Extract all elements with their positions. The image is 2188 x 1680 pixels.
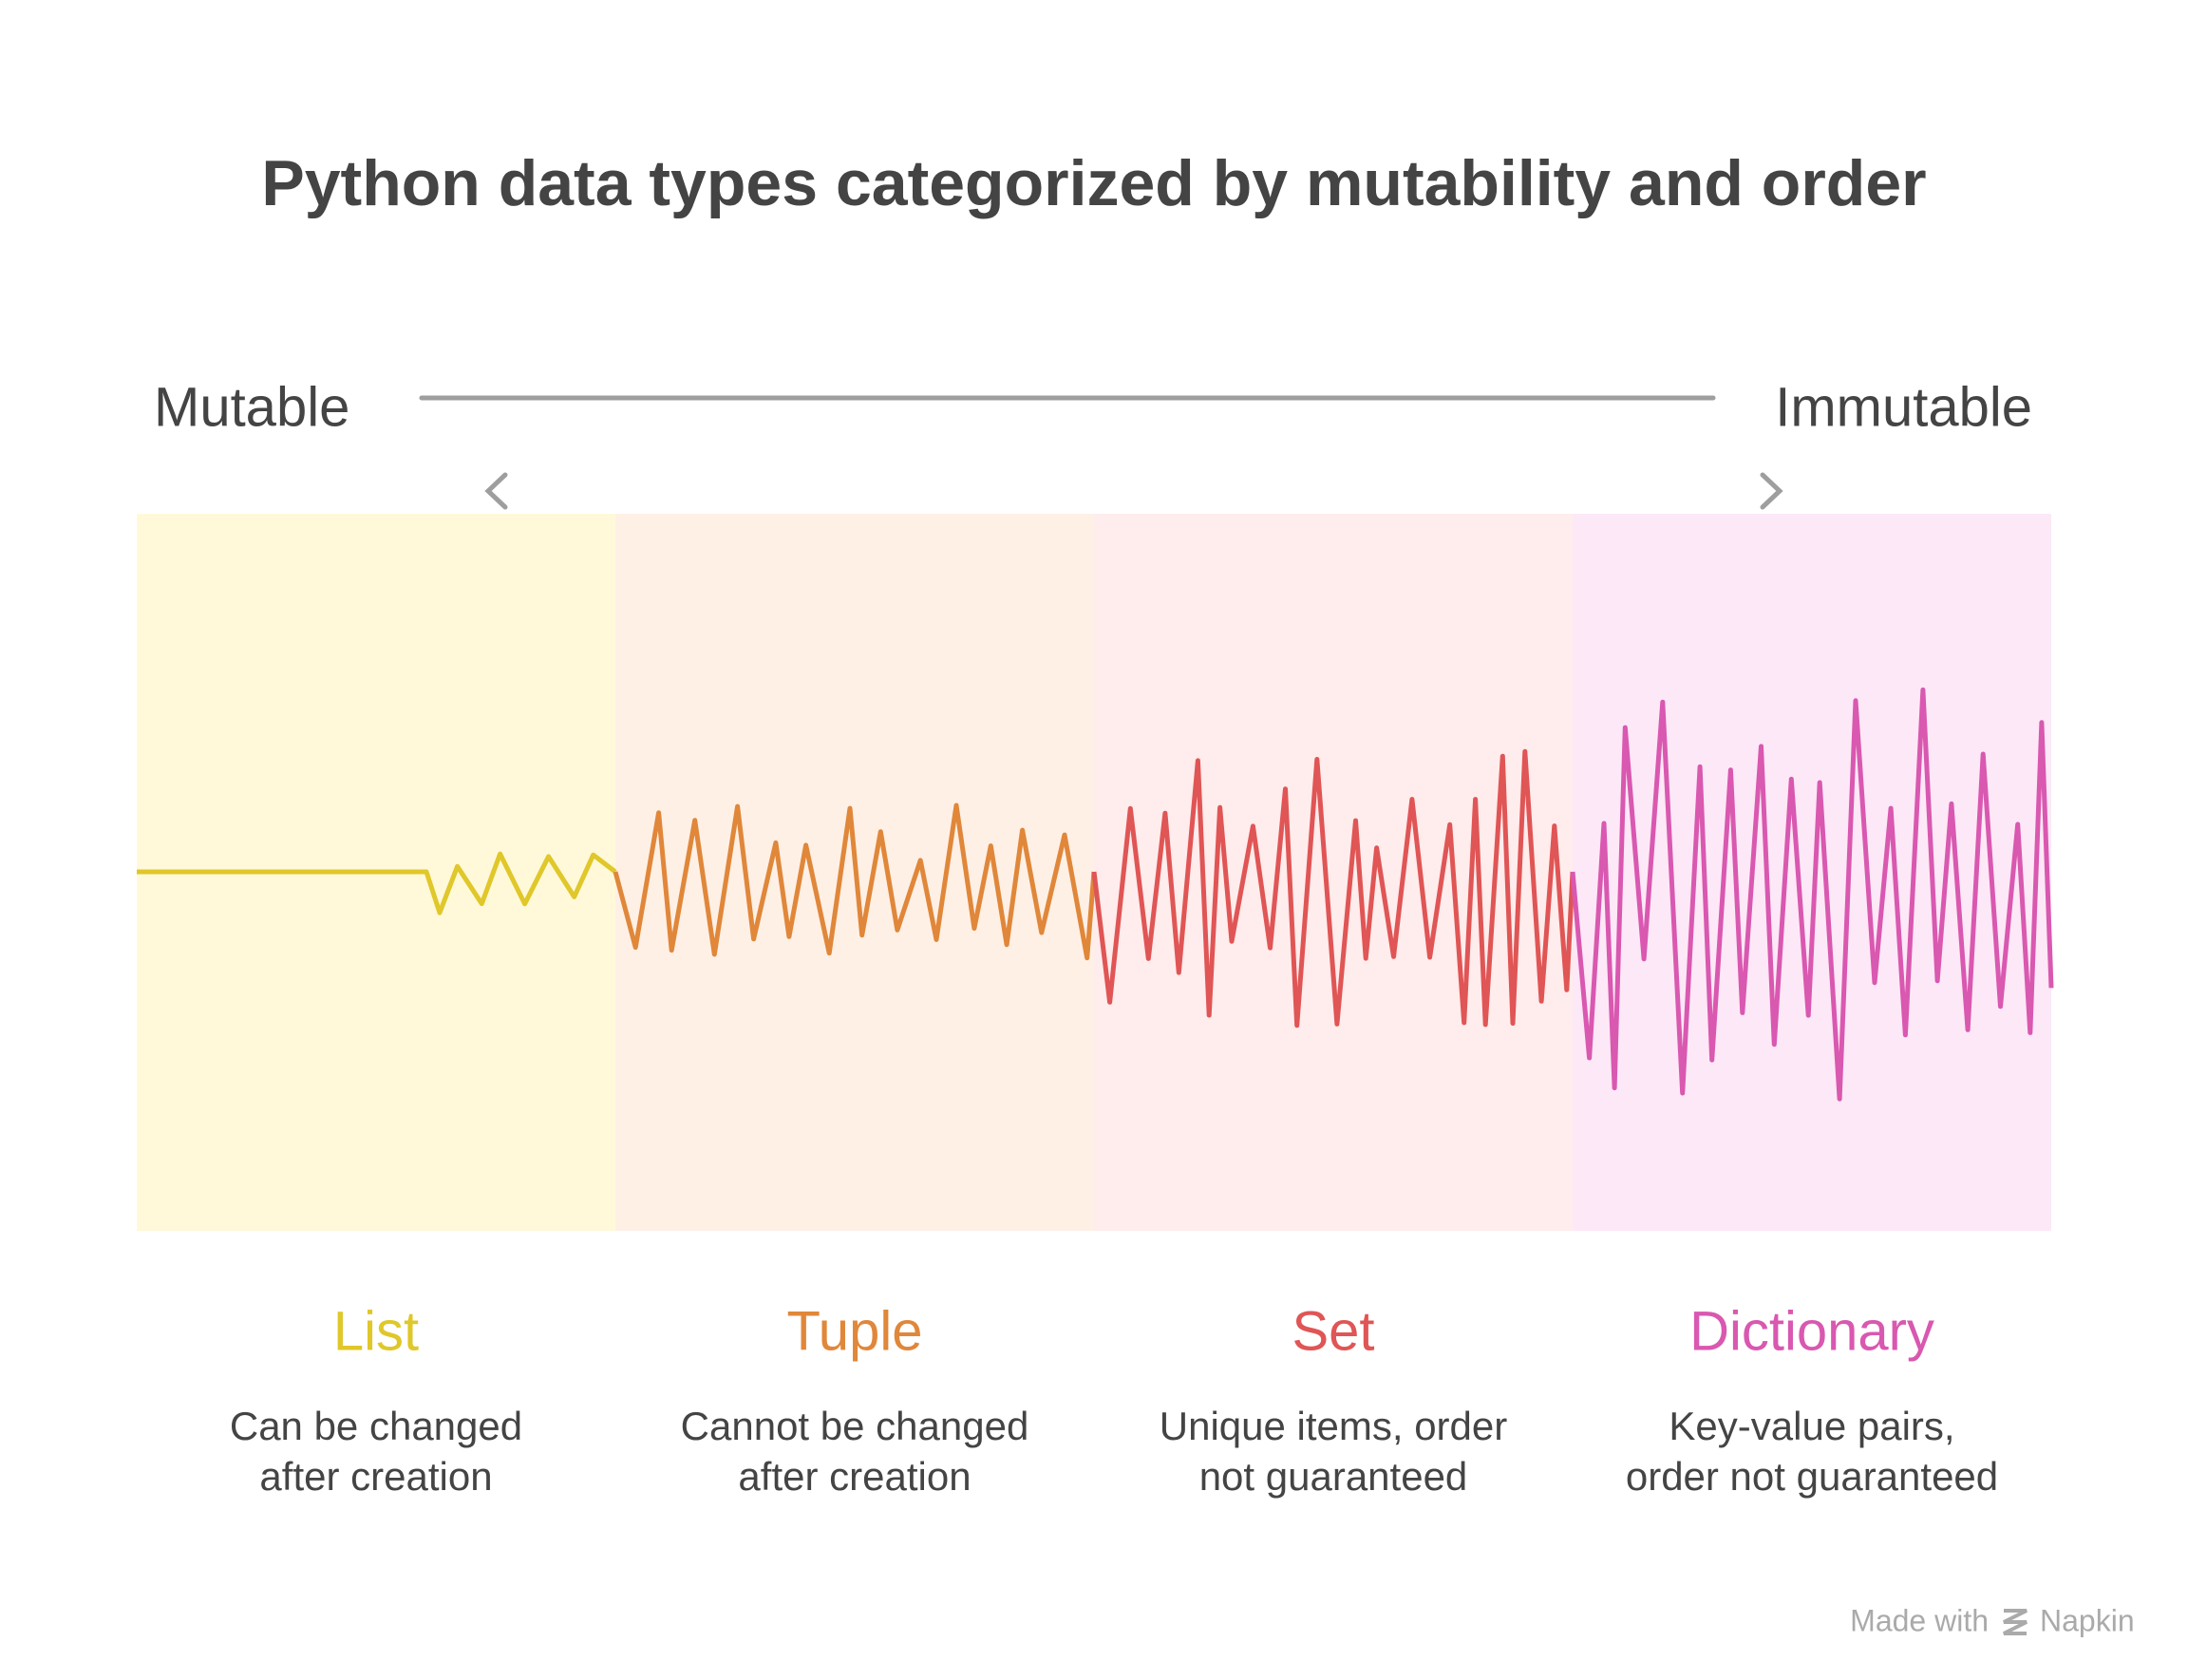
- footer: Made with Napkin: [1850, 1603, 2134, 1637]
- section-name: List: [333, 1300, 419, 1362]
- section-description: after creation: [259, 1454, 492, 1499]
- scale-left-label: Mutable: [154, 376, 349, 438]
- wave: [137, 687, 2054, 1102]
- section-description: Can be changed: [230, 1404, 522, 1448]
- wave-segment: [1091, 748, 1575, 1029]
- section-description: Unique items, order: [1160, 1404, 1508, 1448]
- section-name: Dictionary: [1689, 1300, 1934, 1362]
- napkin-icon: [2003, 1609, 2028, 1635]
- section-description: Cannot be changed: [681, 1404, 1029, 1448]
- wave-segment: [137, 851, 617, 916]
- chevron-left: [484, 472, 508, 510]
- title: Python data types categorized by mutabil…: [261, 147, 1926, 219]
- footer-prefix: Made with: [1850, 1603, 1989, 1637]
- section-description: not guaranteed: [1199, 1454, 1468, 1499]
- labels: List Can be changed after creation Tuple Can…: [230, 1300, 1998, 1499]
- band: [1573, 514, 2051, 1231]
- section-description: Key-value pairs,: [1669, 1404, 1954, 1448]
- section-description: after creation: [738, 1454, 971, 1499]
- band: [1094, 514, 1573, 1231]
- section-description: order not guaranteed: [1626, 1454, 1998, 1499]
- scale-right-label: Immutable: [1775, 376, 2032, 438]
- section-name: Tuple: [787, 1300, 923, 1362]
- section-name: Set: [1292, 1300, 1374, 1362]
- wave-segment: [613, 802, 1097, 961]
- footer-brand: Napkin: [2040, 1603, 2135, 1637]
- chevron-right: [1760, 472, 1783, 510]
- wave-segment: [1570, 687, 2054, 1102]
